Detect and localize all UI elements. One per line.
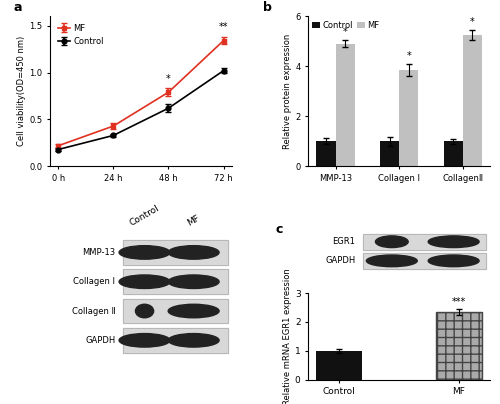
Legend: Control, MF: Control, MF [308,17,383,33]
Bar [336,44,354,166]
Text: **: ** [219,22,228,32]
Text: Control: Control [128,204,161,228]
Bar [122,240,228,265]
Ellipse shape [119,275,170,288]
Text: *: * [166,74,171,84]
Bar [122,299,228,324]
Bar [316,351,362,380]
Text: MMP-13: MMP-13 [82,248,116,257]
Legend: MF, Control: MF, Control [54,20,107,49]
Text: Collagen I: Collagen I [74,277,116,286]
Bar [362,253,486,269]
Text: *: * [406,51,411,61]
Ellipse shape [168,246,219,259]
Bar [380,141,399,166]
Text: GAPDH: GAPDH [325,257,356,265]
Ellipse shape [428,255,479,267]
Ellipse shape [119,246,170,259]
Y-axis label: Relative protein expression: Relative protein expression [284,34,292,149]
Bar [122,299,228,324]
Bar [122,269,228,294]
Text: b: b [262,1,272,14]
Bar [362,253,486,269]
Ellipse shape [119,334,170,347]
Bar [122,240,228,265]
Ellipse shape [136,304,154,318]
Bar [399,70,418,166]
Text: *: * [470,17,474,27]
Text: *: * [342,27,347,37]
Bar [362,234,486,250]
Bar [444,141,462,166]
Bar [122,328,228,353]
Text: c: c [276,223,283,236]
Bar [122,269,228,294]
Text: a: a [14,1,22,14]
Text: GAPDH: GAPDH [85,336,116,345]
Ellipse shape [376,236,408,248]
Ellipse shape [168,275,219,288]
Bar [316,141,336,166]
Ellipse shape [428,236,479,248]
Ellipse shape [366,255,418,267]
Y-axis label: Cell viability(OD=450 nm): Cell viability(OD=450 nm) [18,36,26,146]
Ellipse shape [168,334,219,347]
Bar [122,328,228,353]
Bar [362,234,486,250]
Bar [462,35,481,166]
Bar [436,312,482,380]
Text: ***: *** [452,297,466,307]
Text: EGR1: EGR1 [332,237,355,246]
Y-axis label: Relative mRNA EGR1 expression: Relative mRNA EGR1 expression [283,268,292,404]
Text: MF: MF [186,214,202,228]
Ellipse shape [168,304,219,318]
Text: Collagen Ⅱ: Collagen Ⅱ [72,307,116,316]
